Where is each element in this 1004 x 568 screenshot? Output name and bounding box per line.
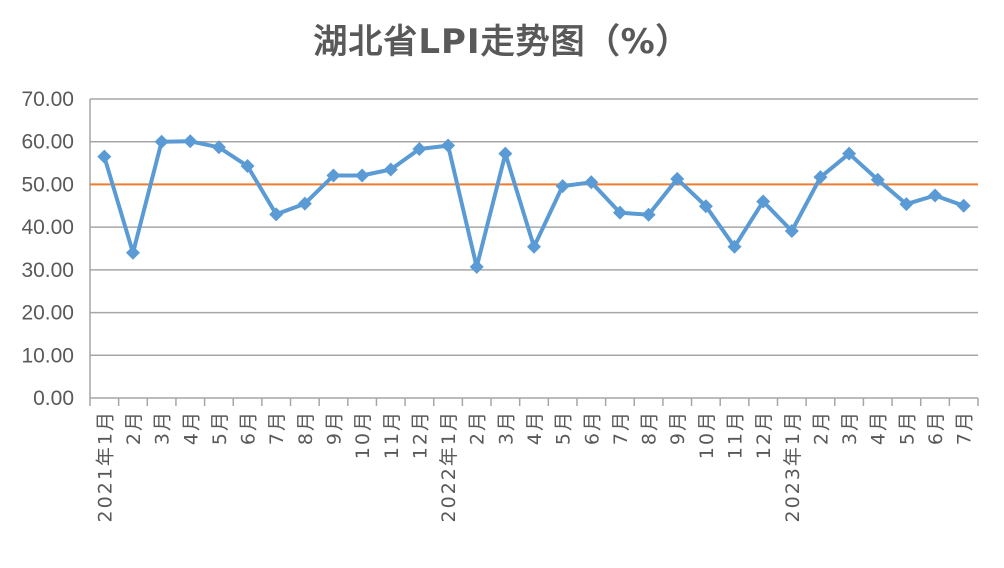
data-point-marker <box>641 207 656 222</box>
y-tick-label: 60.00 <box>21 131 74 154</box>
y-tick-label: 0.00 <box>33 387 74 410</box>
x-tick-label: 2022年1月 <box>438 410 460 522</box>
y-tick-label: 70.00 <box>21 88 74 111</box>
data-point-marker <box>269 207 284 222</box>
data-point-marker <box>154 134 169 149</box>
data-point-marker <box>670 171 685 186</box>
data-point-marker <box>441 138 456 153</box>
x-tick-label: 4月 <box>180 410 202 445</box>
x-tick-label: 4月 <box>868 410 890 445</box>
axes <box>89 99 979 406</box>
y-tick-label: 30.00 <box>21 259 74 282</box>
data-point-marker <box>412 141 427 156</box>
data-point-marker <box>612 205 627 220</box>
x-tick-labels: 2021年1月 2月 3月 4月 5月 6月 7月 8月 9月 10月 11月 12月 2022年1月 2… <box>94 410 975 522</box>
data-point-marker <box>870 172 885 187</box>
x-tick-label: 6月 <box>581 410 603 445</box>
x-tick-label: 8月 <box>295 410 317 445</box>
x-tick-label: 11月 <box>381 410 403 459</box>
data-point-marker <box>97 149 112 164</box>
x-tick-label: 3月 <box>152 410 174 445</box>
x-tick-label: 2月 <box>467 410 489 445</box>
y-tick-label: 40.00 <box>21 216 74 239</box>
data-point-marker <box>326 168 341 183</box>
y-tick-label: 50.00 <box>21 173 74 196</box>
x-tick-label: 10月 <box>352 410 374 459</box>
x-tick-label: 3月 <box>839 410 861 445</box>
data-point-marker <box>584 175 599 190</box>
x-tick-label: 2021年1月 <box>94 410 116 522</box>
y-tick-label: 20.00 <box>21 302 74 325</box>
data-point-marker <box>383 162 398 177</box>
data-point-marker <box>756 194 771 209</box>
x-tick-label: 7月 <box>610 410 632 445</box>
x-tick-label: 5月 <box>553 410 575 445</box>
data-point-marker <box>498 146 513 161</box>
x-tick-label: 7月 <box>954 410 976 445</box>
x-tick-label: 12月 <box>409 410 431 459</box>
data-point-marker <box>183 134 198 149</box>
y-tick-label: 10.00 <box>21 344 74 367</box>
x-tick-label: 2023年1月 <box>782 410 804 522</box>
data-point-marker <box>527 239 541 254</box>
x-tick-label: 7月 <box>266 410 288 445</box>
x-tick-label: 6月 <box>925 410 947 445</box>
data-point-marker <box>698 199 713 214</box>
x-tick-label: 2月 <box>123 410 145 445</box>
data-point-marker <box>469 259 484 274</box>
data-point-marker <box>727 239 742 254</box>
y-tick-labels: 0.00 10.00 20.00 30.00 40.00 50.00 60.00 70.00 <box>21 88 74 410</box>
data-point-marker <box>784 223 799 238</box>
x-tick-label: 10月 <box>696 410 718 459</box>
data-point-marker <box>355 168 370 183</box>
x-tick-label: 5月 <box>209 410 231 445</box>
x-tick-label: 12月 <box>753 410 775 459</box>
x-tick-label: 6月 <box>238 410 260 445</box>
data-point-marker <box>842 146 857 161</box>
x-tick-label: 9月 <box>323 410 345 445</box>
x-tick-label: 9月 <box>667 410 689 445</box>
data-point-marker <box>125 245 140 260</box>
series-group <box>97 134 971 274</box>
x-tick-label: 3月 <box>495 410 517 445</box>
data-point-marker <box>899 197 914 212</box>
data-point-marker <box>928 188 943 203</box>
x-tick-label: 5月 <box>896 410 918 445</box>
x-tick-label: 8月 <box>639 410 661 445</box>
x-tick-label: 2月 <box>810 410 832 445</box>
data-point-marker <box>813 170 828 185</box>
chart-title: 湖北省LPI走势图（%） <box>313 22 691 62</box>
data-point-marker <box>555 179 570 194</box>
data-point-marker <box>297 196 312 211</box>
data-point-marker <box>956 198 971 213</box>
x-tick-label: 4月 <box>524 410 546 445</box>
grid-lines <box>90 98 978 357</box>
data-point-marker <box>211 140 226 155</box>
x-tick-label: 11月 <box>725 410 747 459</box>
data-point-marker <box>240 159 255 174</box>
